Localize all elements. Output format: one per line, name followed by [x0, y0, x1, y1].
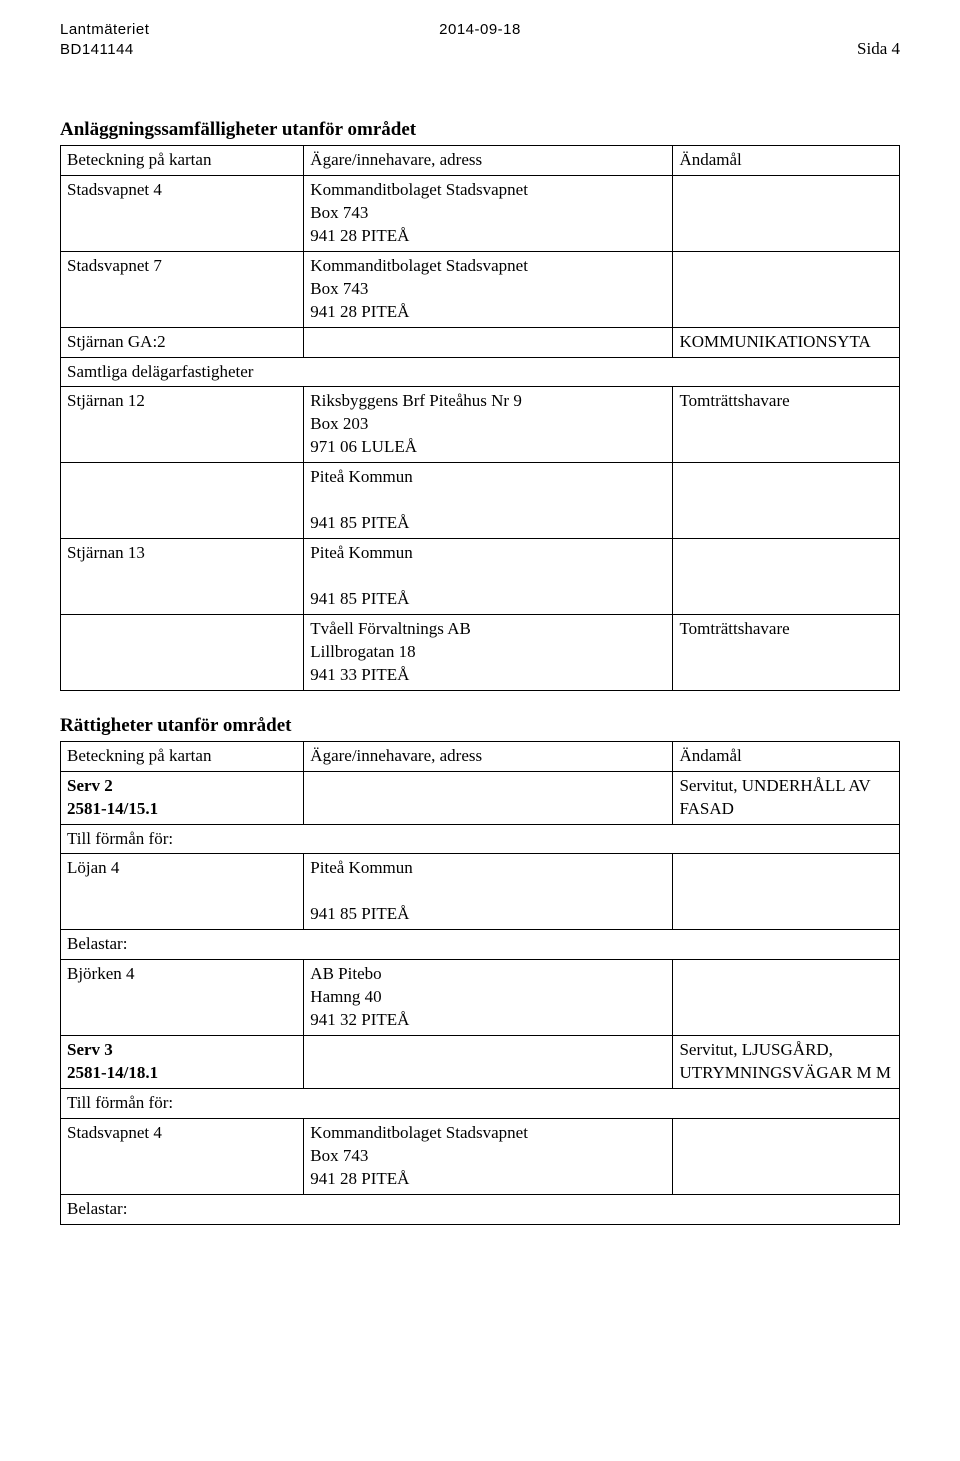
table-row: Serv 3 2581-14/18.1 Servitut, LJUSGÅRD, U… [61, 1036, 900, 1089]
table-row: Björken 4AB Pitebo Hamng 40 941 32 PITEÅ [61, 960, 900, 1036]
table-row: Till förmån för: [61, 824, 900, 854]
table-cell: Serv 3 2581-14/18.1 [61, 1036, 304, 1089]
table-row: Stjärnan 12Riksbyggens Brf Piteåhus Nr 9… [61, 387, 900, 463]
table-cell: Löjan 4 [61, 854, 304, 930]
table-row: Serv 2 2581-14/15.1 Servitut, UNDERHÅLL A… [61, 771, 900, 824]
table-row: Stadsvapnet 4Kommanditbolaget Stadsvapne… [61, 1118, 900, 1194]
table-cell: Samtliga delägarfastigheter [61, 357, 900, 387]
table-row: Belastar: [61, 930, 900, 960]
table-cell [673, 1118, 900, 1194]
table-cell: Stjärnan 12 [61, 387, 304, 463]
table-cell: Piteå Kommun 941 85 PITEÅ [304, 854, 673, 930]
table-row: Löjan 4Piteå Kommun 941 85 PITEÅ [61, 854, 900, 930]
table-cell: Belastar: [61, 930, 900, 960]
table-cell: Tomträttshavare [673, 614, 900, 690]
table-row: Tvåell Förvaltnings AB Lillbrogatan 18 9… [61, 614, 900, 690]
table-cell: Kommanditbolaget Stadsvapnet Box 743 941… [304, 1118, 673, 1194]
table-cell: Ändamål [673, 146, 900, 176]
page-header: Lantmäteriet BD141144 2014-09-18 Sida 4 [60, 20, 900, 59]
table-cell: Stjärnan GA:2 [61, 327, 304, 357]
header-org: Lantmäteriet [60, 20, 149, 40]
table-cell [673, 463, 900, 539]
table-cell: Till förmån för: [61, 824, 900, 854]
table-cell: AB Pitebo Hamng 40 941 32 PITEÅ [304, 960, 673, 1036]
table-cell [673, 251, 900, 327]
table-row: Piteå Kommun 941 85 PITEÅ [61, 463, 900, 539]
table-cell: Stjärnan 13 [61, 539, 304, 615]
table-cell: Belastar: [61, 1194, 900, 1224]
header-page: Sida 4 [857, 38, 900, 60]
table-row: Beteckning på kartanÄgare/innehavare, ad… [61, 146, 900, 176]
section2-table: Beteckning på kartanÄgare/innehavare, ad… [60, 741, 900, 1225]
table-cell: Ägare/innehavare, adress [304, 146, 673, 176]
table-cell [304, 1036, 673, 1089]
table-cell: Kommanditbolaget Stadsvapnet Box 743 941… [304, 251, 673, 327]
table-cell: Björken 4 [61, 960, 304, 1036]
table-cell: Stadsvapnet 4 [61, 1118, 304, 1194]
table-row: Till förmån för: [61, 1088, 900, 1118]
table-cell: Beteckning på kartan [61, 146, 304, 176]
table-cell: Stadsvapnet 7 [61, 251, 304, 327]
table-row: Beteckning på kartanÄgare/innehavare, ad… [61, 741, 900, 771]
table-cell: KOMMUNIKATIONSYTA [673, 327, 900, 357]
table-cell [304, 327, 673, 357]
table-cell: Riksbyggens Brf Piteåhus Nr 9 Box 203 97… [304, 387, 673, 463]
table-cell: Servitut, UNDERHÅLL AV FASAD [673, 771, 900, 824]
table-row: Samtliga delägarfastigheter [61, 357, 900, 387]
table-cell: Tvåell Förvaltnings AB Lillbrogatan 18 9… [304, 614, 673, 690]
table-cell: Tomträttshavare [673, 387, 900, 463]
table-row: Stjärnan 13Piteå Kommun 941 85 PITEÅ [61, 539, 900, 615]
table-cell [673, 175, 900, 251]
table-cell: Ägare/innehavare, adress [304, 741, 673, 771]
table-cell: Piteå Kommun 941 85 PITEÅ [304, 463, 673, 539]
table-cell: Piteå Kommun 941 85 PITEÅ [304, 539, 673, 615]
table-cell: Beteckning på kartan [61, 741, 304, 771]
table-cell [673, 539, 900, 615]
table-cell: Kommanditbolaget Stadsvapnet Box 743 941… [304, 175, 673, 251]
section1-table: Beteckning på kartanÄgare/innehavare, ad… [60, 145, 900, 691]
table-row: Belastar: [61, 1194, 900, 1224]
header-ref: BD141144 [60, 40, 149, 60]
table-row: Stadsvapnet 7Kommanditbolaget Stadsvapne… [61, 251, 900, 327]
table-cell: Ändamål [673, 741, 900, 771]
table-cell: Servitut, LJUSGÅRD, UTRYMNINGSVÄGAR M M [673, 1036, 900, 1089]
section2-title: Rättigheter utanför området [60, 705, 900, 737]
table-cell: Till förmån för: [61, 1088, 900, 1118]
table-cell [304, 771, 673, 824]
table-cell: Stadsvapnet 4 [61, 175, 304, 251]
table-cell [61, 463, 304, 539]
table-row: Stjärnan GA:2 KOMMUNIKATIONSYTA [61, 327, 900, 357]
table-cell: Serv 2 2581-14/15.1 [61, 771, 304, 824]
table-row: Stadsvapnet 4Kommanditbolaget Stadsvapne… [61, 175, 900, 251]
table-cell [61, 614, 304, 690]
header-date: 2014-09-18 [439, 20, 521, 40]
table-cell [673, 854, 900, 930]
table-cell [673, 960, 900, 1036]
section1-title: Anläggningssamfälligheter utanför område… [60, 109, 900, 141]
